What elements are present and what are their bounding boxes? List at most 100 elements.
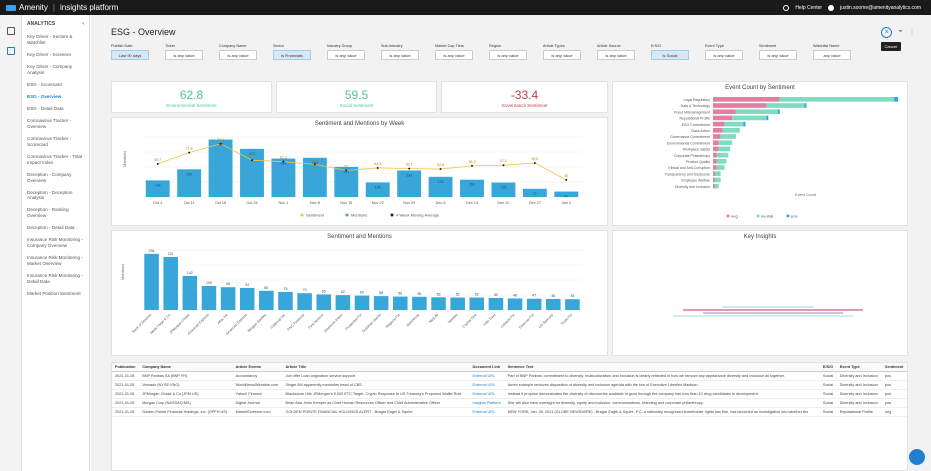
bar-segment — [718, 140, 733, 146]
table-cell: Social — [819, 407, 837, 417]
chat-button[interactable] — [909, 449, 925, 465]
table-cell: Social — [819, 389, 837, 399]
bar — [460, 179, 484, 197]
document-link[interactable]: External URL — [469, 380, 505, 390]
column-header[interactable]: Sentence Text — [504, 363, 820, 372]
sidebar-item[interactable]: ESG - Scorecard — [27, 81, 62, 87]
filter-dropdown[interactable]: is any value — [489, 50, 527, 60]
document-link[interactable]: External URL — [469, 371, 505, 381]
column-header[interactable]: Publication — [112, 363, 140, 372]
column-header[interactable]: Article Title — [282, 363, 470, 372]
table-cell: pos — [881, 398, 907, 408]
cancel-button[interactable]: × — [881, 27, 893, 38]
x-tick-label: American Express — [225, 313, 248, 336]
sidebar-item[interactable]: Key Driver - Screener — [27, 51, 72, 57]
logo[interactable]: Amenity | insights platform — [6, 3, 118, 12]
filter-dropdown[interactable]: is Financials — [273, 50, 311, 60]
bar-value-label: 150 — [469, 183, 475, 187]
sidebar-item[interactable]: ESG - Detail Data — [27, 105, 64, 111]
bar — [334, 166, 359, 197]
column-header[interactable]: Sentiment — [881, 363, 907, 372]
bar-segment — [713, 140, 719, 146]
column-header[interactable]: Company Name — [139, 363, 233, 372]
column-header[interactable]: Article Events — [232, 363, 283, 372]
sidebar-item[interactable]: Deception - Ranking Overview — [27, 207, 69, 219]
sidebar-item[interactable]: Coronavirus Tracker - Total Impact Index — [27, 153, 83, 165]
filter-label: Sentiment — [759, 44, 777, 48]
user-icon[interactable] — [828, 4, 835, 11]
bar — [316, 294, 332, 310]
filter-icon[interactable]: ⏷ — [898, 29, 903, 35]
filter-dropdown[interactable]: Last 90 days — [111, 50, 149, 60]
sidebar-item[interactable]: Deception - Detail Data — [27, 225, 75, 231]
filter: Article Types is any value — [543, 44, 581, 60]
sentiment-point — [345, 169, 348, 172]
filter-label: E/S/G — [651, 44, 662, 48]
filter-dropdown[interactable]: is any value — [219, 50, 257, 60]
table-cell: Singer Bill apparently memories head of … — [282, 380, 470, 390]
filter-dropdown[interactable]: is Social — [651, 50, 689, 60]
table-cell: She will also have oversight for diversi… — [504, 398, 820, 408]
help-icon[interactable] — [783, 4, 790, 11]
bar — [163, 256, 178, 310]
bar-segment — [766, 115, 769, 121]
filter-label: Industry Group — [327, 44, 353, 48]
sidebar-item[interactable]: Market Position Sentiment — [27, 291, 81, 297]
more-icon[interactable]: ⋮ — [909, 30, 915, 36]
bar — [526, 298, 542, 310]
sentiment-point — [502, 164, 505, 167]
column-header[interactable]: E/S/G — [819, 363, 837, 372]
bar — [220, 287, 236, 310]
filter-dropdown[interactable]: is any value — [435, 50, 473, 60]
sidebar-item[interactable]: Insurance Risk Monitoring - Market Overv… — [27, 255, 83, 267]
sentiment-value-label: 53.1 — [406, 163, 413, 167]
filter-dropdown[interactable]: any value — [813, 50, 851, 60]
filter-dropdown[interactable]: is any value — [759, 50, 797, 60]
kpi-value: 59.5 — [344, 88, 369, 102]
table-cell: Job offer Loan origination service suppo… — [282, 371, 470, 381]
x-tick-label: Aflac Inc — [216, 313, 228, 325]
y-tick-label: Workplace Safety — [683, 148, 711, 152]
filter-dropdown[interactable]: is any value — [381, 50, 419, 60]
analytics-icon[interactable] — [6, 47, 15, 55]
filter: Publish Date Last 90 days — [111, 44, 149, 60]
filter-dropdown[interactable]: is any value — [543, 50, 581, 60]
column-header[interactable]: Document Link — [469, 363, 505, 372]
sidebar-item[interactable]: Key Driver - Sectors & Watchlist — [27, 34, 73, 45]
sidebar-item[interactable]: Insurance Risk Monitoring - Company Over… — [27, 237, 83, 249]
sidebar-item[interactable]: Insurance Risk Monitoring - Detail Data — [27, 273, 83, 285]
document-icon[interactable] — [6, 27, 15, 35]
table-cell: Reputational Profile — [836, 407, 882, 417]
user-email[interactable]: justin.soome@amenityanalytics.com — [840, 4, 921, 11]
filter-dropdown[interactable]: is any value — [705, 50, 743, 60]
filter-dropdown[interactable]: is any value — [327, 50, 365, 60]
column-header[interactable]: Event Type — [836, 363, 882, 372]
table-cell: Accountancy — [232, 371, 283, 381]
main-content: ESG - Overview × ⏷ ⋮ Cancel Publish Date… — [91, 15, 931, 471]
legend-label: neg — [731, 214, 738, 219]
sidebar-item[interactable]: Coronavirus Tracker - Scorecard — [27, 135, 72, 147]
document-link[interactable]: Insights Platform — [469, 398, 505, 408]
filter-dropdown[interactable]: is any value — [597, 50, 635, 60]
sidebar-item[interactable]: Key Driver - Company Analysis — [27, 63, 73, 75]
bar — [271, 158, 296, 197]
bar — [240, 148, 264, 197]
sidebar-item[interactable]: Coronavirus Tracker - Overview — [27, 117, 72, 129]
bar — [565, 299, 580, 310]
document-link[interactable]: External URL — [469, 389, 505, 399]
document-link[interactable]: External URL — [469, 407, 505, 417]
help-center-link[interactable]: Help Center — [795, 4, 823, 11]
bar-value-label: 46 — [551, 294, 555, 298]
bar-segment — [777, 109, 780, 115]
sidebar-item[interactable]: Deception - Company Overview — [27, 171, 72, 183]
y-tick-label: ESG Commitment — [682, 123, 710, 127]
bar-segment — [713, 121, 725, 127]
filter-label: Publish Date — [111, 44, 133, 48]
sidebar-item[interactable]: Deception - Deception Analysis — [27, 189, 73, 201]
table-cell: Part of BNP Paribas' commitment to diver… — [504, 371, 820, 381]
collapse-icon[interactable]: ‹ — [82, 21, 84, 27]
bar-segment — [713, 97, 780, 102]
filter-dropdown[interactable]: is any value — [165, 50, 203, 60]
sidebar-item[interactable]: ESG - Overview — [27, 93, 62, 99]
